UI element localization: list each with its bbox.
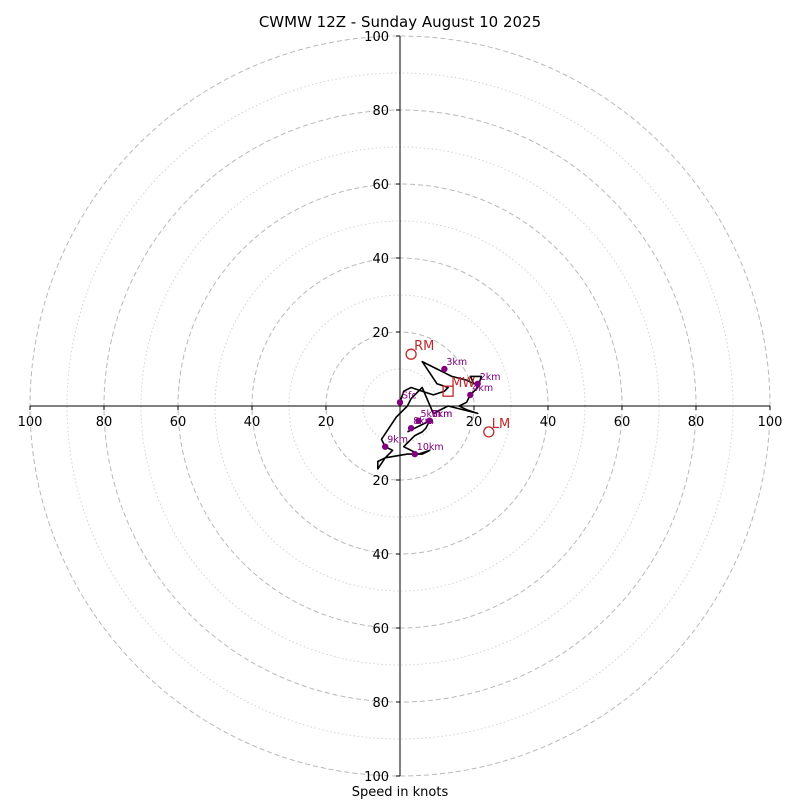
y-tick-label: 80	[372, 104, 389, 119]
y-tick-label: 20	[372, 474, 389, 489]
height-marker-7km	[426, 417, 433, 424]
height-marker-label: 2km	[480, 372, 501, 383]
height-marker-label: 10km	[417, 442, 444, 453]
x-tick-label: 40	[244, 415, 261, 430]
x-tick-label: 60	[614, 415, 631, 430]
hodograph-trace-line	[376, 360, 483, 470]
height-marker-label: 8km	[413, 416, 434, 427]
storm-motion-label: RM	[414, 339, 434, 354]
x-tick-label: 60	[170, 415, 187, 430]
height-marker-label: 3km	[446, 357, 467, 368]
y-tick-label: 40	[372, 252, 389, 267]
y-tick-label: 60	[372, 622, 389, 637]
chart-title: CWMW 12Z - Sunday August 10 2025	[259, 13, 541, 31]
storm-motion-mw-marker	[442, 385, 454, 397]
x-tick-label: 80	[688, 415, 705, 430]
x-tick-label: 100	[18, 415, 43, 430]
height-marker-sfc	[396, 399, 404, 406]
height-marker-10km	[411, 450, 418, 458]
x-tick-label: 100	[758, 415, 783, 430]
tick-label-group: 100 80 60 40 20 20 40 60 80 100 100 80 60 40 20 20 40 60 8…	[18, 30, 783, 785]
y-tick-label: 60	[372, 178, 389, 193]
height-marker-label: 6km	[432, 409, 453, 420]
storm-motion-lm-marker	[483, 426, 495, 438]
height-marker-label: 4km	[472, 383, 493, 394]
x-tick-label: 20	[318, 415, 335, 430]
y-tick-label: 20	[372, 326, 389, 341]
height-marker-5km	[415, 417, 422, 424]
y-tick-label: 40	[372, 548, 389, 563]
height-marker-label: Sfc	[402, 390, 417, 401]
height-marker-2km	[474, 380, 481, 387]
height-marker-4km	[467, 391, 474, 399]
x-tick-label: 40	[540, 415, 557, 430]
height-marker-label: 7km	[432, 409, 453, 420]
x-tick-label: 80	[96, 415, 113, 430]
x-tick-label: 20	[466, 415, 483, 430]
height-marker-9km	[382, 443, 389, 450]
y-tick-label: 100	[364, 30, 389, 45]
storm-motion-rm-marker	[405, 348, 417, 360]
axes-group	[30, 36, 770, 776]
height-marker-label: 9km	[387, 435, 408, 446]
height-marker-8km	[407, 425, 415, 432]
storm-motion-label: MW	[451, 376, 475, 391]
height-marker-3km	[441, 365, 448, 373]
height-marker-label: 5km	[421, 409, 442, 420]
y-tick-label: 100	[364, 770, 389, 785]
storm-motion-group: RM MW LM	[405, 339, 510, 438]
x-axis-label: Speed in knots	[352, 785, 449, 800]
y-tick-label: 80	[372, 696, 389, 711]
storm-motion-label: LM	[492, 417, 510, 432]
hodograph-trace-group	[376, 360, 483, 470]
